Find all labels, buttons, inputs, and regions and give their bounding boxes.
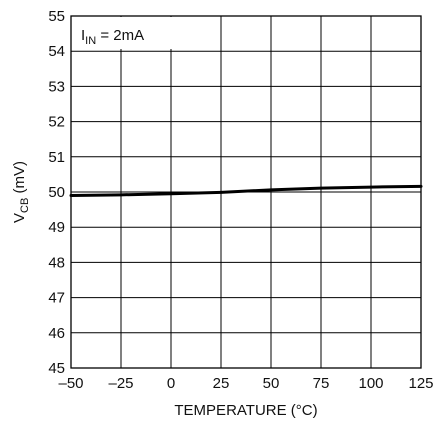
y-axis-title-subscript: CB bbox=[19, 198, 31, 213]
y-tick-label: 55 bbox=[48, 8, 65, 25]
x-tick-label: 50 bbox=[263, 375, 280, 392]
x-tick-label: –50 bbox=[58, 375, 83, 392]
y-axis-title-main: V bbox=[11, 213, 28, 223]
x-tick-label: 125 bbox=[408, 375, 433, 392]
y-tick-label: 50 bbox=[48, 184, 65, 201]
x-tick-label: –25 bbox=[108, 375, 133, 392]
annotation-background bbox=[72, 17, 172, 49]
y-axis-title-unit: (mV) bbox=[11, 161, 28, 198]
x-tick-labels: –50 –25 0 25 50 75 100 125 bbox=[58, 375, 433, 392]
y-tick-label: 53 bbox=[48, 78, 65, 95]
y-tick-label: 51 bbox=[48, 149, 65, 166]
y-tick-label: 48 bbox=[48, 254, 65, 271]
x-tick-label: 0 bbox=[167, 375, 175, 392]
plot-frame bbox=[70, 15, 422, 369]
annotation-main: I bbox=[81, 27, 85, 44]
y-tick-label: 46 bbox=[48, 325, 65, 342]
x-axis-title: TEMPERATURE (°C) bbox=[174, 402, 317, 419]
current-annotation: IIN = 2mA bbox=[81, 27, 144, 47]
series-layer bbox=[69, 184, 423, 198]
series-line bbox=[69, 184, 423, 198]
y-tick-label: 45 bbox=[48, 360, 65, 377]
x-tick-label: 75 bbox=[313, 375, 330, 392]
y-tick-labels: 45 46 47 48 49 50 51 52 53 54 55 bbox=[48, 8, 65, 377]
y-tick-label: 47 bbox=[48, 290, 65, 307]
y-tick-label: 52 bbox=[48, 114, 65, 131]
y-axis-title: VCB (mV) bbox=[11, 161, 31, 223]
x-tick-label: 25 bbox=[213, 375, 230, 392]
y-tick-label: 54 bbox=[48, 43, 65, 60]
x-tick-label: 100 bbox=[358, 375, 383, 392]
annotation-rest: = 2mA bbox=[96, 27, 144, 44]
annotation-subscript: IN bbox=[85, 35, 96, 47]
y-tick-label: 49 bbox=[48, 219, 65, 236]
